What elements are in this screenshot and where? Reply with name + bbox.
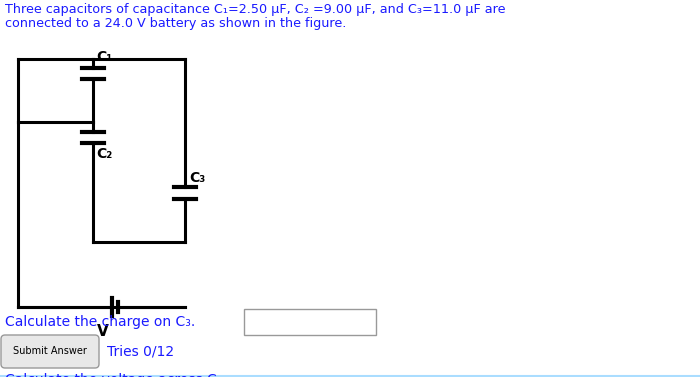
Text: V: V xyxy=(97,324,109,339)
Text: Submit Answer: Submit Answer xyxy=(13,346,87,357)
Text: C₁: C₁ xyxy=(96,50,113,64)
Text: C₂: C₂ xyxy=(96,147,112,161)
Text: Calculate the voltage across C₁.: Calculate the voltage across C₁. xyxy=(5,373,227,377)
Text: connected to a 24.0 V battery as shown in the figure.: connected to a 24.0 V battery as shown i… xyxy=(5,17,346,30)
Text: Calculate the charge on C₃.: Calculate the charge on C₃. xyxy=(5,315,195,329)
FancyBboxPatch shape xyxy=(244,309,376,335)
FancyBboxPatch shape xyxy=(1,335,99,368)
Text: Tries 0/12: Tries 0/12 xyxy=(107,345,174,359)
Text: Three capacitors of capacitance C₁=2.50 μF, C₂ =9.00 μF, and C₃=11.0 μF are: Three capacitors of capacitance C₁=2.50 … xyxy=(5,3,505,16)
Text: C₃: C₃ xyxy=(189,171,205,185)
